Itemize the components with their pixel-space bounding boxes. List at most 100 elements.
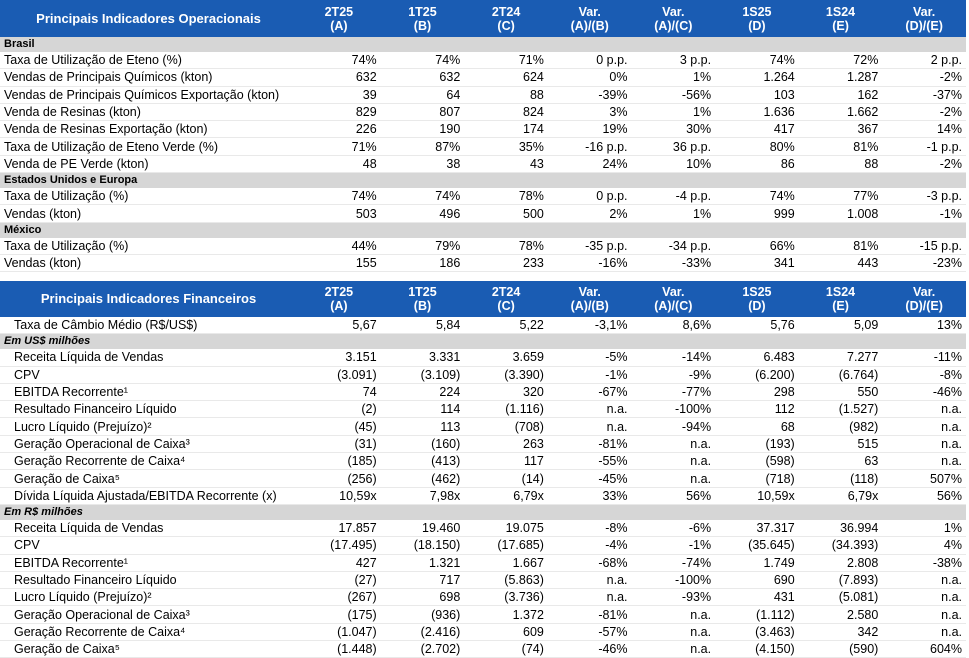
financial-title: Principais Indicadores Financeiros bbox=[0, 281, 298, 317]
section-title: México bbox=[0, 222, 966, 238]
row-value: 37.317 bbox=[715, 519, 799, 538]
row-value: (5.863) bbox=[464, 571, 548, 590]
row-value: 39 bbox=[297, 86, 381, 104]
row-value: -57% bbox=[547, 623, 632, 642]
row-value: (7.893) bbox=[798, 571, 883, 590]
row-label: Taxa de Utilização de Eteno Verde (%) bbox=[0, 137, 298, 156]
row-label: Geração Recorrente de Caixa⁴ bbox=[0, 452, 298, 471]
row-value: 35% bbox=[464, 137, 548, 156]
row-value: (27) bbox=[297, 571, 381, 590]
row-value: 717 bbox=[380, 571, 465, 590]
row-value: -81% bbox=[547, 435, 632, 454]
row-value: (35.645) bbox=[715, 536, 799, 555]
row-value: 7,98x bbox=[380, 487, 465, 505]
row-value: 71% bbox=[297, 137, 381, 156]
row-value: (118) bbox=[798, 469, 883, 488]
row-value: n.a. bbox=[631, 623, 716, 642]
row-label: Venda de Resinas (kton) bbox=[0, 103, 298, 122]
row-value: (6.200) bbox=[715, 366, 799, 384]
row-value: 503 bbox=[297, 204, 381, 223]
row-value: 1% bbox=[631, 204, 716, 223]
row-value: -6% bbox=[631, 519, 716, 538]
row-value: 44% bbox=[297, 237, 381, 255]
row-label: Vendas (kton) bbox=[0, 204, 298, 223]
row-value: 155 bbox=[297, 254, 381, 273]
table-row: Venda de Resinas Exportação (kton) 226 190… bbox=[0, 120, 966, 139]
row-value: -34 p.p. bbox=[631, 237, 716, 255]
row-value: 190 bbox=[380, 120, 465, 139]
row-value: 0% bbox=[547, 68, 632, 87]
row-value: n.a. bbox=[631, 640, 716, 658]
row-value: 1.662 bbox=[798, 103, 883, 122]
row-value: 624 bbox=[464, 68, 548, 87]
row-value: 79% bbox=[380, 237, 465, 255]
row-label: Taxa de Utilização de Eteno (%) bbox=[0, 52, 298, 70]
row-value: 33% bbox=[547, 487, 632, 505]
row-value: (3.463) bbox=[715, 623, 799, 642]
financial-header-row: Principais Indicadores Financeiros 2T25 (A… bbox=[0, 281, 966, 317]
row-value: (160) bbox=[380, 435, 465, 454]
row-label: Receita Líquida de Vendas bbox=[0, 519, 298, 538]
row-value: -100% bbox=[631, 400, 716, 419]
row-value: 1.667 bbox=[464, 554, 548, 572]
row-value: 609 bbox=[464, 623, 548, 642]
row-value: 3.331 bbox=[380, 349, 465, 367]
section-title: Estados Unidos e Europa bbox=[0, 172, 966, 189]
row-value: 550 bbox=[798, 383, 883, 402]
row-value: 43 bbox=[464, 155, 548, 174]
row-value: 10,59x bbox=[715, 487, 799, 505]
row-value: -67% bbox=[547, 383, 632, 402]
row-value: 6,79x bbox=[464, 487, 548, 505]
row-value: n.a. bbox=[882, 623, 966, 642]
row-value: (17.495) bbox=[297, 536, 381, 555]
row-value: (1.047) bbox=[297, 623, 381, 642]
row-value: 226 bbox=[297, 120, 381, 139]
row-value: -4% bbox=[547, 536, 632, 555]
table-row: Venda de Resinas (kton) 829 807 824 3% 1% 1.63… bbox=[0, 103, 966, 122]
row-value: 13% bbox=[882, 317, 966, 335]
row-value: 24% bbox=[547, 155, 632, 174]
row-value: 14% bbox=[882, 120, 966, 139]
table-row: Receita Líquida de Vendas 17.857 19.460 19.… bbox=[0, 519, 966, 538]
section-header-row: México bbox=[0, 222, 966, 238]
table-row: Taxa de Utilização de Eteno Verde (%) 71%… bbox=[0, 137, 966, 156]
row-value: n.a. bbox=[882, 400, 966, 419]
row-value: 2% bbox=[547, 204, 632, 223]
row-value: 690 bbox=[715, 571, 799, 590]
section-title: Em R$ milhões bbox=[0, 504, 966, 520]
row-value: (1.116) bbox=[464, 400, 548, 419]
table-row: Geração Recorrente de Caixa⁴ (1.047) (2.41… bbox=[0, 623, 966, 642]
row-value: 56% bbox=[631, 487, 716, 505]
row-value: 233 bbox=[464, 254, 548, 273]
row-value: 74% bbox=[380, 52, 465, 70]
row-value: (1.527) bbox=[798, 400, 883, 419]
row-value: n.a. bbox=[631, 452, 716, 471]
section-header-row: Em US$ milhões bbox=[0, 333, 966, 350]
row-value: 48 bbox=[297, 155, 381, 174]
financial-column-header: Var. (A)/(B) bbox=[547, 281, 632, 317]
row-value: -23% bbox=[882, 254, 966, 273]
table-row: Resultado Financeiro Líquido (27) 717 (5.86… bbox=[0, 571, 966, 590]
row-value: -68% bbox=[547, 554, 632, 572]
row-label: Geração de Caixa⁵ bbox=[0, 469, 298, 488]
row-value: 427 bbox=[297, 554, 381, 572]
row-value: 3 p.p. bbox=[631, 52, 716, 70]
row-value: 320 bbox=[464, 383, 548, 402]
table-row: Vendas de Principais Químicos (kton) 632 6… bbox=[0, 68, 966, 87]
row-value: (598) bbox=[715, 452, 799, 471]
row-value: -14% bbox=[631, 349, 716, 367]
row-value: 5,67 bbox=[297, 317, 381, 335]
row-value: n.a. bbox=[882, 605, 966, 624]
row-value: 4% bbox=[882, 536, 966, 555]
row-value: 112 bbox=[715, 400, 799, 419]
row-value: 74% bbox=[297, 52, 381, 70]
row-value: 500 bbox=[464, 204, 548, 223]
row-value: 74% bbox=[715, 52, 799, 70]
section-header-row: Estados Unidos e Europa bbox=[0, 172, 966, 189]
row-value: 431 bbox=[715, 588, 799, 607]
row-value: 417 bbox=[715, 120, 799, 139]
row-value: 64 bbox=[380, 86, 465, 104]
operational-column-header: 1T25 (B) bbox=[380, 0, 465, 37]
row-value: 8,6% bbox=[631, 317, 716, 335]
row-value: (185) bbox=[297, 452, 381, 471]
